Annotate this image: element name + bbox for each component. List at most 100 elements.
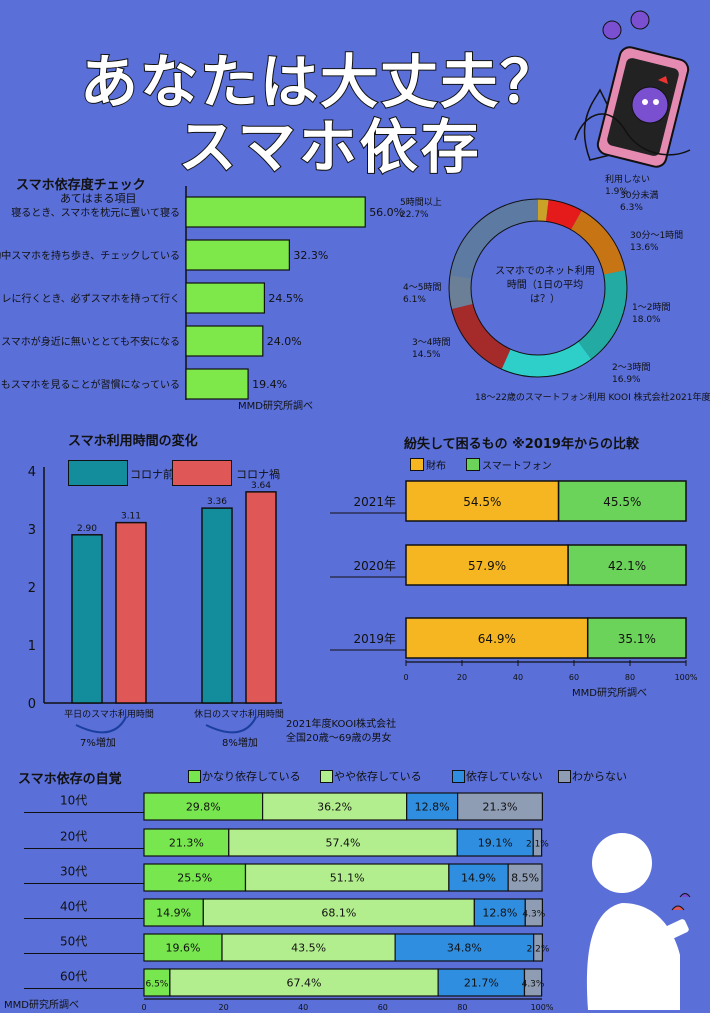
lost-bar [405,617,589,659]
check-value-label: 32.3% [293,249,328,262]
donut-slice [501,341,592,377]
donut-slice [545,199,582,230]
poster-title-line1: あなたは大丈夫？ [79,47,560,117]
awareness-bar [202,898,475,927]
usage-value-label: 3.64 [251,481,271,491]
awareness-x-tick: 40 [298,1003,308,1012]
usage-bar [245,491,277,704]
usage-category-label: 平日のスマホ利用時間 [64,708,154,720]
donut-slice-value: 1.9% [605,187,628,197]
awareness-bar [533,933,543,962]
lost-value-label: 42.1% [608,559,646,573]
awareness-value-label: 12.8% [415,801,450,814]
check-bar [185,196,366,228]
awareness-value-label: 21.3% [483,801,518,814]
awareness-value-label: 21.3% [169,837,204,850]
legend-before-label: コロナ前 [130,468,174,481]
lost-x-tick: 0 [403,673,408,682]
check-category-label: スマホが身近に無いととても不安になる [1,335,180,348]
awareness-x-tick: 60 [378,1003,388,1012]
awareness-legend-swatch [452,770,465,783]
legend-before-swatch [68,460,128,486]
usage-y-tick: 0 [28,697,36,712]
donut-slice [537,199,549,222]
usage-value-label: 3.36 [207,497,227,507]
lost-x-tick: 60 [569,673,579,682]
awareness-category-label: 30代 [60,865,87,879]
awareness-category-label: 60代 [60,970,87,984]
legend-after-swatch [172,460,232,486]
awareness-bar [523,968,543,997]
lost-bar [405,480,560,522]
lost-bar [557,480,687,522]
awareness-value-label: 29.8% [186,801,221,814]
usage-title: スマホ利用時間の変化 [68,434,198,449]
usage-category-label: 休日のスマホ利用時間 [194,708,284,720]
donut-slice-label: 30分～1時間 [630,230,683,241]
lost-value-label: 54.5% [463,495,501,509]
lost-value-label: 45.5% [603,495,641,509]
lost-bar [567,544,687,586]
silhouette-illustration [586,833,691,1010]
awareness-value-label: 14.9% [461,872,496,885]
check-bar [185,282,266,314]
awareness-bar [143,898,204,927]
legend-phone-label: スマートフォン [482,461,552,472]
usage-note2: 全国20歳～69歳の男女 [286,733,392,744]
awareness-legend-label: やや依存している [334,770,422,783]
donut-slice [451,303,512,370]
awareness-bar [244,863,450,892]
donut-slice-value: 6.1% [403,295,426,305]
check-value-label: 56.0% [369,206,404,219]
awareness-value-label: 12.8% [482,907,517,920]
check-category-label: 食事中もスマホを見ることが習慣になっている [0,378,180,391]
lost-category-label: 2021年 [353,495,396,509]
donut-slice-label: 1～2時間 [632,302,670,313]
donut-slice [570,210,626,276]
awareness-legend-swatch [188,770,201,783]
donut-slice-label: 2～3時間 [612,362,650,373]
check-bar [185,239,290,271]
awareness-bar [143,792,264,821]
awareness-title: スマホ依存の自覚 [18,772,122,787]
awareness-legend-label: わからない [572,770,627,783]
legend-wallet-swatch [410,458,424,471]
awareness-value-label: 25.5% [177,872,212,885]
donut-slice-label: 4～5時間 [403,282,441,293]
awareness-bar [143,968,171,997]
donut-slice-label: 30分未満 [620,189,658,201]
donut-slice [449,275,473,310]
awareness-bar [143,933,223,962]
check-subtitle: あてはまる項目 [60,192,137,205]
usage-value-label: 2.90 [77,524,97,534]
donut-slice-value: 6.3% [620,203,643,213]
donut-slice-label: 5時間以上 [400,197,442,208]
awareness-bar [143,863,247,892]
awareness-x-tick: 20 [219,1003,229,1012]
awareness-value-label: 21.7% [464,977,499,990]
awareness-value-label: 4.3% [522,910,545,920]
legend-after-label: コロナ禍 [236,468,280,481]
usage-value-label: 3.11 [121,512,141,522]
donut-slice-label: 利用しない [605,173,650,185]
usage-bar [115,521,147,704]
usage-increase-arrow [75,716,127,734]
awareness-x-tick: 100% [531,1003,554,1012]
usage-y-tick: 4 [28,465,36,480]
awareness-bar [394,933,535,962]
awareness-bar [169,968,439,997]
donut-slice-value: 22.7% [400,210,429,220]
awareness-bar [524,898,543,927]
awareness-value-label: 8.5% [511,872,539,885]
poster-title-line2: スマホ依存 [177,112,482,182]
usage-bar [201,507,233,704]
donut-slice-value: 13.6% [630,243,659,253]
usage-y-tick: 1 [28,639,36,654]
awareness-legend-swatch [558,770,571,783]
donut-center-label: スマホでのネット利用時間（1日の平均は？） [495,266,595,305]
usage-y-tick: 3 [28,523,36,538]
